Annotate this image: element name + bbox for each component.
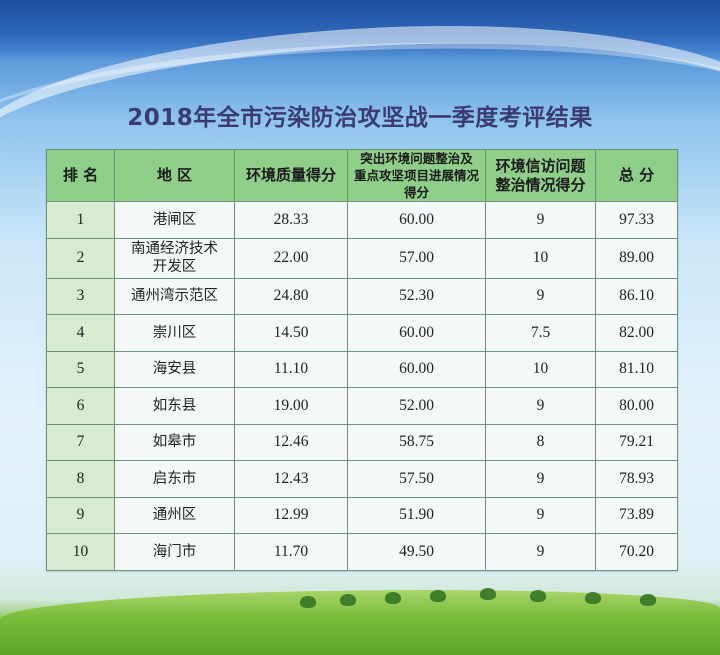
cell-issues: 58.75 [347, 423, 486, 461]
header-petition: 环境信访问题 整治情况得分 [485, 149, 596, 202]
cell-issues: 60.00 [347, 201, 486, 239]
cell-env-quality: 24.80 [234, 277, 348, 315]
cell-region: 南通经济技术 开发区 [114, 237, 235, 279]
cell-total: 79.21 [595, 423, 678, 461]
cell-issues: 52.30 [347, 277, 486, 315]
cell-region-line1: 南通经济技术 [131, 241, 218, 257]
cell-total: 97.33 [595, 201, 678, 239]
cell-rank: 8 [46, 460, 115, 498]
cell-issues: 49.50 [347, 533, 486, 571]
header-env-quality: 环境质量得分 [234, 149, 348, 202]
cell-total: 81.10 [595, 350, 678, 388]
tree-decoration [530, 590, 546, 602]
header-rank: 排 名 [46, 149, 115, 202]
cell-petition: 9 [485, 201, 596, 239]
cell-env-quality: 11.10 [234, 350, 348, 388]
cell-region: 港闸区 [114, 201, 235, 239]
tree-decoration [430, 590, 446, 602]
table-row: 2 南通经济技术 开发区 22.00 57.00 10 89.00 [46, 237, 678, 279]
cell-region: 如东县 [114, 387, 235, 425]
cell-petition: 9 [485, 460, 596, 498]
cell-rank: 6 [46, 387, 115, 425]
cell-rank: 10 [46, 533, 115, 571]
cell-issues: 51.90 [347, 496, 486, 534]
cell-rank: 2 [46, 237, 115, 279]
results-table: 排 名 地 区 环境质量得分 突出环境问题整治及重点攻坚项目进展情况得分 环境信… [46, 149, 678, 571]
cell-rank: 5 [46, 350, 115, 388]
cell-env-quality: 14.50 [234, 314, 348, 352]
cell-env-quality: 11.70 [234, 533, 348, 571]
cell-issues: 52.00 [347, 387, 486, 425]
table-row: 5 海安县 11.10 60.00 10 81.10 [46, 350, 678, 388]
tree-decoration [300, 596, 316, 608]
cell-petition: 8 [485, 423, 596, 461]
cell-issues: 60.00 [347, 314, 486, 352]
cell-issues: 57.50 [347, 460, 486, 498]
cell-total: 86.10 [595, 277, 678, 315]
tree-decoration [385, 592, 401, 604]
page-title: 2018年全市污染防治攻坚战一季度考评结果 [127, 105, 593, 131]
table-row: 3 通州湾示范区 24.80 52.30 9 86.10 [46, 277, 678, 315]
table-row: 10 海门市 11.70 49.50 9 70.20 [46, 533, 678, 571]
tree-decoration [480, 588, 496, 600]
cell-petition: 10 [485, 237, 596, 279]
tree-decoration [340, 594, 356, 606]
cell-petition: 9 [485, 387, 596, 425]
cell-petition: 9 [485, 533, 596, 571]
table-row: 7 如皋市 12.46 58.75 8 79.21 [46, 423, 678, 461]
cell-region: 海安县 [114, 350, 235, 388]
header-petition-line1: 环境信访问题 [495, 156, 586, 175]
cell-petition: 9 [485, 277, 596, 315]
tree-decoration [585, 592, 601, 604]
cell-total: 78.93 [595, 460, 678, 498]
cell-region: 通州湾示范区 [114, 277, 235, 315]
cell-issues: 60.00 [347, 350, 486, 388]
cell-env-quality: 19.00 [234, 387, 348, 425]
header-issues-line2: 重点攻坚项目进展情况得分 [353, 168, 479, 200]
cell-issues: 57.00 [347, 237, 486, 279]
cell-petition: 10 [485, 350, 596, 388]
table-row: 4 崇川区 14.50 60.00 7.5 82.00 [46, 314, 678, 352]
cell-rank: 1 [46, 201, 115, 239]
cell-total: 73.89 [595, 496, 678, 534]
cell-region: 海门市 [114, 533, 235, 571]
cell-region: 通州区 [114, 496, 235, 534]
table-row: 6 如东县 19.00 52.00 9 80.00 [46, 387, 678, 425]
cell-petition: 7.5 [485, 314, 596, 352]
top-blue-band [0, 0, 720, 60]
cell-rank: 4 [46, 314, 115, 352]
header-total: 总 分 [595, 149, 678, 202]
header-issues: 突出环境问题整治及重点攻坚项目进展情况得分 [347, 149, 486, 202]
cell-total: 70.20 [595, 533, 678, 571]
header-region: 地 区 [114, 149, 235, 202]
cell-total: 80.00 [595, 387, 678, 425]
table-row: 8 启东市 12.43 57.50 9 78.93 [46, 460, 678, 498]
cell-env-quality: 22.00 [234, 237, 348, 279]
cell-rank: 7 [46, 423, 115, 461]
cell-petition: 9 [485, 496, 596, 534]
cell-rank: 3 [46, 277, 115, 315]
cell-env-quality: 28.33 [234, 201, 348, 239]
cell-region-line2: 开发区 [152, 259, 197, 275]
tree-decoration [640, 594, 656, 606]
cell-region: 如皋市 [114, 423, 235, 461]
cell-env-quality: 12.99 [234, 496, 348, 534]
grass-landscape [0, 590, 720, 655]
header-petition-line2: 整治情况得分 [495, 175, 586, 194]
header-issues-line1: 突出环境问题整治及 [360, 151, 473, 166]
cell-region: 崇川区 [114, 314, 235, 352]
table-row: 9 通州区 12.99 51.90 9 73.89 [46, 496, 678, 534]
table-header-row: 排 名 地 区 环境质量得分 突出环境问题整治及重点攻坚项目进展情况得分 环境信… [46, 149, 678, 202]
cell-env-quality: 12.46 [234, 423, 348, 461]
table-row: 1 港闸区 28.33 60.00 9 97.33 [46, 201, 678, 239]
cell-rank: 9 [46, 496, 115, 534]
cell-region: 启东市 [114, 460, 235, 498]
cell-env-quality: 12.43 [234, 460, 348, 498]
cell-total: 89.00 [595, 237, 678, 279]
cell-total: 82.00 [595, 314, 678, 352]
